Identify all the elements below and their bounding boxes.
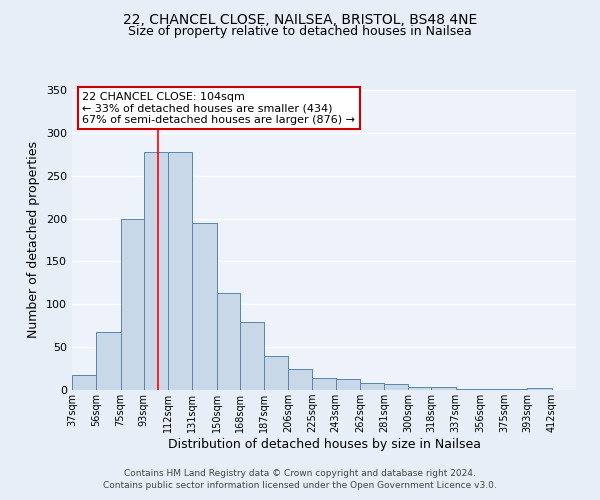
Bar [384,384,409,390]
Bar [456,389,480,390]
Text: 22, CHANCEL CLOSE, NAILSEA, BRISTOL, BS48 4NE: 22, CHANCEL CLOSE, NAILSEA, BRISTOL, BS4… [123,12,477,26]
Bar [313,378,335,390]
Bar [192,223,217,390]
Text: Contains HM Land Registry data © Crown copyright and database right 2024.: Contains HM Land Registry data © Crown c… [124,468,476,477]
Bar [143,152,168,390]
Bar [480,389,505,390]
Bar [527,388,551,390]
Bar [335,379,360,390]
Bar [431,386,456,390]
Text: 22 CHANCEL CLOSE: 104sqm
← 33% of detached houses are smaller (434)
67% of semi-: 22 CHANCEL CLOSE: 104sqm ← 33% of detach… [82,92,355,124]
Bar [217,293,239,390]
Bar [288,368,313,390]
Bar [97,332,121,390]
Bar [360,383,384,390]
Bar [239,322,264,390]
Text: Size of property relative to detached houses in Nailsea: Size of property relative to detached ho… [128,25,472,38]
Bar [409,388,431,390]
Bar [505,389,527,390]
Bar [264,356,288,390]
Y-axis label: Number of detached properties: Number of detached properties [28,142,40,338]
Bar [168,152,192,390]
Bar [121,218,143,390]
X-axis label: Distribution of detached houses by size in Nailsea: Distribution of detached houses by size … [167,438,481,451]
Text: Contains public sector information licensed under the Open Government Licence v3: Contains public sector information licen… [103,481,497,490]
Bar [72,374,97,390]
